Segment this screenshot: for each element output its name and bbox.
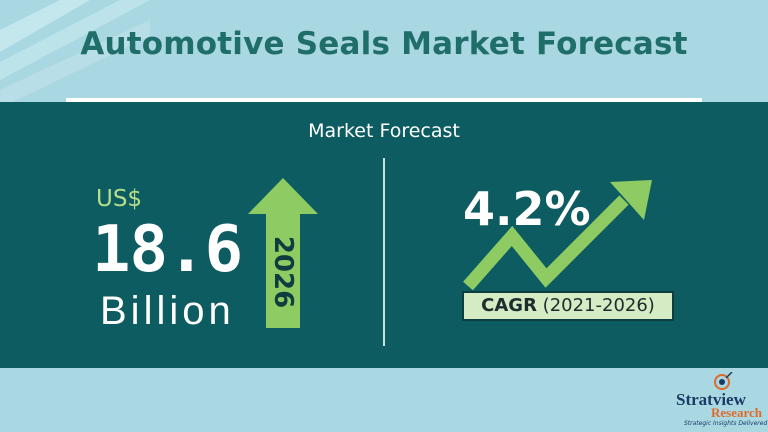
stratview-logo-icon xyxy=(714,372,733,390)
up-arrow-icon xyxy=(248,178,318,328)
panel-subtitle: Market Forecast xyxy=(308,120,460,142)
logo-name-part1: Stratview xyxy=(676,390,746,409)
logo-tagline: Strategic Insights Delivered xyxy=(684,420,768,427)
cagr-period: (2021-2026) xyxy=(542,295,655,316)
page-title: Automotive Seals Market Forecast xyxy=(80,26,688,62)
growth-trend-arrow-icon xyxy=(463,180,652,291)
cagr-value: 4.2% xyxy=(463,182,591,236)
decorative-seal-strips xyxy=(0,0,150,108)
panel-divider xyxy=(383,158,385,346)
forecast-year: 2026 xyxy=(268,235,298,309)
cagr-label: CAGR xyxy=(481,295,537,316)
logo-name-part2: Research xyxy=(711,405,763,420)
cagr-label-box: CAGR (2021-2026) xyxy=(462,291,674,321)
market-size-unit: Billion xyxy=(100,289,235,333)
title-underline xyxy=(66,98,702,102)
currency-label: US$ xyxy=(96,186,143,212)
market-size-value: 18.6 xyxy=(92,213,243,287)
